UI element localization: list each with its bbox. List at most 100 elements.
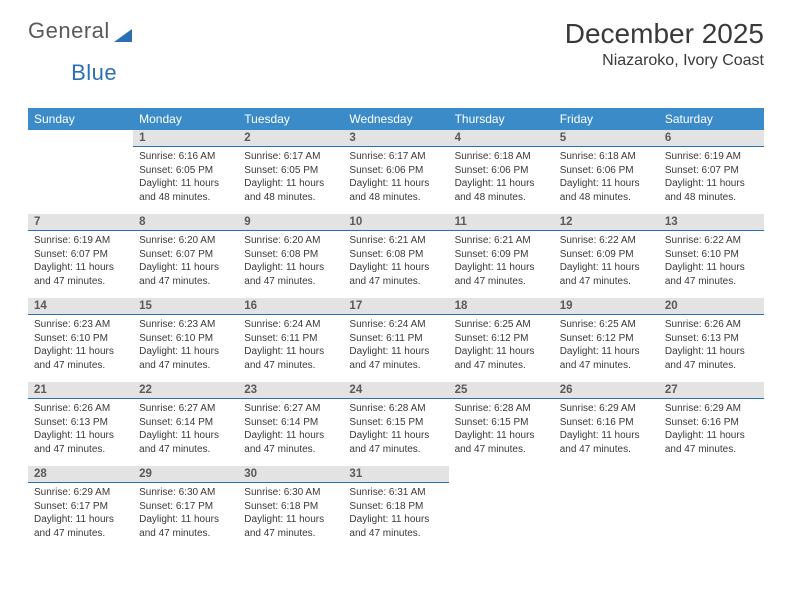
day-number: 10 — [343, 214, 448, 231]
dow-header: Wednesday — [343, 108, 448, 130]
day-number: 28 — [28, 466, 133, 483]
daylight-text: Daylight: 11 hours and 47 minutes. — [139, 429, 232, 456]
daylight-text: Daylight: 11 hours and 47 minutes. — [349, 345, 442, 372]
daylight-text: Daylight: 11 hours and 47 minutes. — [349, 429, 442, 456]
info-row: Sunrise: 6:26 AMSunset: 6:13 PMDaylight:… — [28, 399, 764, 467]
sunset-text: Sunset: 6:06 PM — [349, 164, 442, 178]
daylight-text: Daylight: 11 hours and 48 minutes. — [455, 177, 548, 204]
day-cell: Sunrise: 6:20 AMSunset: 6:07 PMDaylight:… — [133, 231, 238, 299]
day-number — [659, 466, 764, 483]
sunset-text: Sunset: 6:05 PM — [139, 164, 232, 178]
day-cell: Sunrise: 6:19 AMSunset: 6:07 PMDaylight:… — [659, 147, 764, 215]
day-number: 21 — [28, 382, 133, 399]
day-cell: Sunrise: 6:28 AMSunset: 6:15 PMDaylight:… — [449, 399, 554, 467]
sunset-text: Sunset: 6:10 PM — [34, 332, 127, 346]
dow-header: Saturday — [659, 108, 764, 130]
daynum-row: 123456 — [28, 130, 764, 147]
sunrise-text: Sunrise: 6:23 AM — [139, 318, 232, 332]
sunrise-text: Sunrise: 6:26 AM — [34, 402, 127, 416]
day-number: 29 — [133, 466, 238, 483]
daylight-text: Daylight: 11 hours and 47 minutes. — [455, 261, 548, 288]
daylight-text: Daylight: 11 hours and 47 minutes. — [244, 513, 337, 540]
info-row: Sunrise: 6:16 AMSunset: 6:05 PM Daylight:… — [28, 147, 764, 215]
sunrise-text: Sunrise: 6:20 AM — [139, 234, 232, 248]
sunrise-text: Sunrise: 6:27 AM — [139, 402, 232, 416]
day-number: 11 — [449, 214, 554, 231]
sunset-text: Sunset: 6:06 PM — [560, 164, 653, 178]
sunset-text: Sunset: 6:18 PM — [349, 500, 442, 514]
daylight-text: Daylight: 11 hours and 47 minutes. — [455, 345, 548, 372]
day-cell: Sunrise: 6:29 AMSunset: 6:16 PMDaylight:… — [659, 399, 764, 467]
sunrise-text: Sunrise: 6:26 AM — [665, 318, 758, 332]
daylight-text: Daylight: 11 hours and 47 minutes. — [244, 345, 337, 372]
sunset-text: Sunset: 6:08 PM — [244, 248, 337, 262]
daylight-text: Daylight: 11 hours and 48 minutes. — [560, 177, 653, 204]
sunset-text: Sunset: 6:11 PM — [349, 332, 442, 346]
day-cell: Sunrise: 6:24 AMSunset: 6:11 PMDaylight:… — [343, 315, 448, 383]
daylight-text: Daylight: 11 hours and 47 minutes. — [34, 345, 127, 372]
sunrise-text: Sunrise: 6:28 AM — [349, 402, 442, 416]
sunrise-text: Sunrise: 6:18 AM — [455, 150, 548, 164]
location-label: Niazaroko, Ivory Coast — [565, 52, 764, 70]
brand-sail-icon — [112, 23, 134, 39]
sunrise-text: Sunrise: 6:21 AM — [349, 234, 442, 248]
day-number: 14 — [28, 298, 133, 315]
sunrise-text: Sunrise: 6:21 AM — [455, 234, 548, 248]
day-number: 6 — [659, 130, 764, 147]
day-cell: Sunrise: 6:17 AMSunset: 6:05 PMDaylight:… — [238, 147, 343, 215]
day-cell: Sunrise: 6:18 AMSunset: 6:06 PMDaylight:… — [554, 147, 659, 215]
sunrise-text: Sunrise: 6:24 AM — [244, 318, 337, 332]
day-number: 19 — [554, 298, 659, 315]
month-title: December 2025 — [565, 18, 764, 50]
sunrise-text: Sunrise: 6:17 AM — [244, 150, 337, 164]
sunrise-text: Sunrise: 6:16 AM — [139, 150, 232, 164]
day-number: 5 — [554, 130, 659, 147]
daynum-row: 14151617181920 — [28, 298, 764, 315]
sunset-text: Sunset: 6:15 PM — [455, 416, 548, 430]
day-number: 12 — [554, 214, 659, 231]
day-cell: Sunrise: 6:16 AMSunset: 6:05 PMDaylight:… — [133, 147, 238, 215]
day-number: 1 — [133, 130, 238, 147]
day-cell: Sunrise: 6:26 AMSunset: 6:13 PMDaylight:… — [659, 315, 764, 383]
dow-header: Tuesday — [238, 108, 343, 130]
day-number: 20 — [659, 298, 764, 315]
info-row: Sunrise: 6:23 AMSunset: 6:10 PMDaylight:… — [28, 315, 764, 383]
brand-part2: Blue — [71, 60, 117, 86]
day-cell: Sunrise: 6:29 AMSunset: 6:17 PMDaylight:… — [28, 483, 133, 551]
day-number: 22 — [133, 382, 238, 399]
day-cell: Sunrise: 6:21 AMSunset: 6:08 PMDaylight:… — [343, 231, 448, 299]
day-cell: Sunrise: 6:25 AMSunset: 6:12 PMDaylight:… — [554, 315, 659, 383]
sunrise-text: Sunrise: 6:31 AM — [349, 486, 442, 500]
day-number: 26 — [554, 382, 659, 399]
sunset-text: Sunset: 6:16 PM — [560, 416, 653, 430]
sunset-text: Sunset: 6:11 PM — [244, 332, 337, 346]
sunset-text: Sunset: 6:17 PM — [139, 500, 232, 514]
sunset-text: Sunset: 6:10 PM — [139, 332, 232, 346]
sunrise-text: Sunrise: 6:17 AM — [349, 150, 442, 164]
daylight-text: Daylight: 11 hours and 47 minutes. — [244, 429, 337, 456]
day-cell: Sunrise: 6:30 AMSunset: 6:17 PMDaylight:… — [133, 483, 238, 551]
sunset-text: Sunset: 6:08 PM — [349, 248, 442, 262]
day-number: 31 — [343, 466, 448, 483]
day-number: 23 — [238, 382, 343, 399]
day-cell: Sunrise: 6:31 AMSunset: 6:18 PMDaylight:… — [343, 483, 448, 551]
day-cell: Sunrise: 6:27 AMSunset: 6:14 PMDaylight:… — [133, 399, 238, 467]
brand-part1: General — [28, 18, 110, 44]
sunrise-text: Sunrise: 6:22 AM — [560, 234, 653, 248]
sunrise-text: Sunrise: 6:29 AM — [34, 486, 127, 500]
sunrise-text: Sunrise: 6:30 AM — [139, 486, 232, 500]
day-cell — [554, 483, 659, 551]
day-cell: Sunrise: 6:21 AMSunset: 6:09 PMDaylight:… — [449, 231, 554, 299]
sunrise-text: Sunrise: 6:19 AM — [34, 234, 127, 248]
day-number: 30 — [238, 466, 343, 483]
day-number: 4 — [449, 130, 554, 147]
calendar-page: General December 2025 Niazaroko, Ivory C… — [0, 0, 792, 550]
sunset-text: Sunset: 6:17 PM — [34, 500, 127, 514]
sunrise-text: Sunrise: 6:30 AM — [244, 486, 337, 500]
sunrise-text: Sunrise: 6:28 AM — [455, 402, 548, 416]
day-cell: Sunrise: 6:17 AMSunset: 6:06 PMDaylight:… — [343, 147, 448, 215]
day-cell: Sunrise: 6:18 AMSunset: 6:06 PMDaylight:… — [449, 147, 554, 215]
day-number — [554, 466, 659, 483]
day-number: 25 — [449, 382, 554, 399]
sunrise-text: Sunrise: 6:19 AM — [665, 150, 758, 164]
